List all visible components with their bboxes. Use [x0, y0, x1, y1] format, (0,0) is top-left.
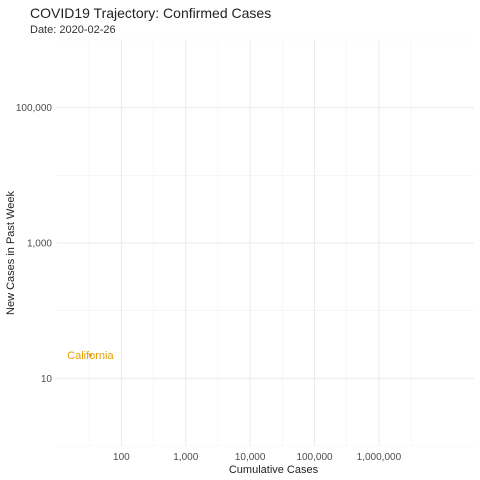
- y-axis-label: New Cases in Past Week: [5, 191, 17, 315]
- point-label: California: [67, 350, 114, 362]
- data-point: [88, 353, 92, 357]
- x-tick-label: 10,000: [235, 452, 266, 463]
- y-tick-label: 10: [41, 374, 53, 385]
- y-axis-ticks: 10 1,000 100,000: [16, 103, 53, 385]
- chart-subtitle: Date: 2020-02-26: [30, 24, 116, 36]
- chart-title: COVID19 Trajectory: Confirmed Cases: [30, 5, 272, 21]
- x-axis-label: Cumulative Cases: [229, 464, 319, 476]
- x-axis-ticks: 100 1,000 10,000 100,000 1,000,000: [113, 452, 402, 463]
- data-points: California: [67, 350, 114, 362]
- x-tick-label: 100,000: [296, 452, 333, 463]
- y-tick-label: 1,000: [27, 239, 52, 250]
- x-tick-label: 1,000,000: [357, 452, 402, 463]
- x-tick-label: 1,000: [173, 452, 198, 463]
- major-grid: [57, 40, 474, 446]
- y-tick-label: 100,000: [16, 103, 53, 114]
- x-tick-label: 100: [113, 452, 130, 463]
